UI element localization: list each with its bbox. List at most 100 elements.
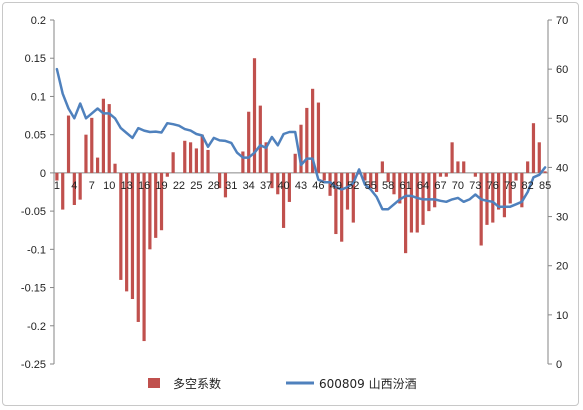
bar	[345, 172, 350, 210]
bar	[270, 172, 274, 189]
right-tick-label: 60	[556, 64, 568, 76]
bar	[531, 123, 536, 173]
bar	[206, 149, 210, 173]
x-tick-label: 25	[190, 180, 202, 192]
x-tick-label: 61	[399, 180, 411, 192]
left-tick-label: -0.15	[21, 283, 46, 295]
bar	[514, 172, 518, 181]
bar	[125, 172, 129, 292]
x-tick-label: 58	[382, 180, 394, 192]
bar	[293, 153, 297, 173]
x-tick-label: 28	[208, 180, 220, 192]
x-tick-label: 1	[54, 180, 60, 192]
legend-label-line: 600809 山西汾酒	[319, 377, 417, 391]
bar	[456, 161, 460, 173]
left-tick-label: -0.1	[27, 244, 46, 256]
combo-chart: 0.20.150.10.050-0.05-0.1-0.15-0.2-0.2570…	[21, 15, 568, 391]
bar	[543, 171, 547, 173]
bar	[130, 172, 135, 300]
x-tick-label: 34	[243, 180, 255, 192]
bar	[281, 172, 286, 228]
bar	[101, 98, 105, 173]
bar	[537, 142, 541, 173]
bar	[188, 142, 193, 173]
chart-frame: 0.2 0.15 0.1 0.05 0 -0.05 -0.1 -0.15 -0.2 -0.25 70…	[2, 2, 579, 406]
bar	[502, 172, 507, 218]
bar	[66, 115, 71, 173]
bar	[107, 104, 111, 173]
legend-swatch-bar	[148, 378, 160, 388]
x-tick-label: 67	[434, 180, 446, 192]
x-tick-label: 82	[522, 180, 534, 192]
bar	[351, 172, 355, 223]
bar	[427, 172, 431, 212]
left-tick-label: 0.2	[31, 15, 46, 27]
left-tick-label: -0.25	[21, 359, 46, 371]
bar	[200, 134, 204, 173]
right-tick-label: 10	[556, 310, 568, 322]
bar	[223, 172, 228, 198]
bar-series-duokong	[55, 58, 547, 342]
left-tick-label: 0.15	[25, 53, 46, 65]
bar	[95, 157, 100, 173]
bar	[386, 172, 390, 183]
x-tick-label: 70	[452, 180, 464, 192]
bar	[247, 111, 251, 173]
bar	[305, 107, 309, 173]
bar	[72, 172, 76, 205]
x-tick-label: 4	[71, 180, 77, 192]
right-tick-label: 70	[556, 15, 568, 27]
bar	[485, 172, 489, 225]
x-tick-label: 16	[138, 180, 150, 192]
bar	[404, 172, 408, 254]
right-tick-label: 0	[556, 359, 562, 371]
bar	[328, 172, 332, 196]
bar	[241, 151, 245, 173]
bar	[462, 161, 466, 173]
bar	[113, 163, 117, 173]
bar	[154, 172, 158, 238]
x-tick-label: 46	[312, 180, 324, 192]
bar	[491, 172, 495, 223]
bar	[415, 172, 419, 233]
bar	[369, 172, 373, 189]
legend: 多空系数 600809 山西汾酒	[148, 376, 417, 391]
bar	[433, 172, 437, 208]
bar	[171, 152, 175, 173]
right-tick-label: 50	[556, 113, 568, 125]
line-series-fenjiu	[55, 67, 547, 211]
bar	[90, 117, 94, 173]
x-tick-label: 76	[487, 180, 499, 192]
x-tick-label: 79	[504, 180, 516, 192]
bar	[142, 172, 146, 342]
bar	[165, 172, 169, 177]
right-tick-label: 40	[556, 162, 568, 174]
bar	[299, 124, 303, 173]
bar	[409, 172, 414, 233]
x-tick-label: 73	[469, 180, 481, 192]
x-tick-label: 43	[295, 180, 307, 192]
bar	[148, 172, 152, 250]
bar	[252, 58, 257, 173]
price-line	[55, 67, 547, 211]
bar	[380, 161, 384, 173]
bar	[450, 142, 454, 173]
bar	[473, 172, 477, 177]
bar	[218, 172, 222, 189]
bar	[526, 161, 530, 173]
bar	[497, 172, 501, 210]
bar	[357, 172, 361, 175]
bar	[258, 105, 262, 173]
tick-labels: 0.20.150.10.050-0.05-0.1-0.15-0.2-0.2570…	[21, 15, 568, 371]
bar	[78, 172, 82, 200]
x-tick-label: 40	[277, 180, 289, 192]
bar	[520, 172, 524, 208]
bar	[363, 172, 367, 181]
x-tick-label: 31	[225, 180, 237, 192]
right-tick-label: 30	[556, 212, 568, 224]
x-tick-label: 37	[260, 180, 272, 192]
x-tick-label: 10	[103, 180, 115, 192]
bar	[322, 172, 326, 181]
bar	[438, 172, 443, 177]
bar	[334, 172, 338, 235]
